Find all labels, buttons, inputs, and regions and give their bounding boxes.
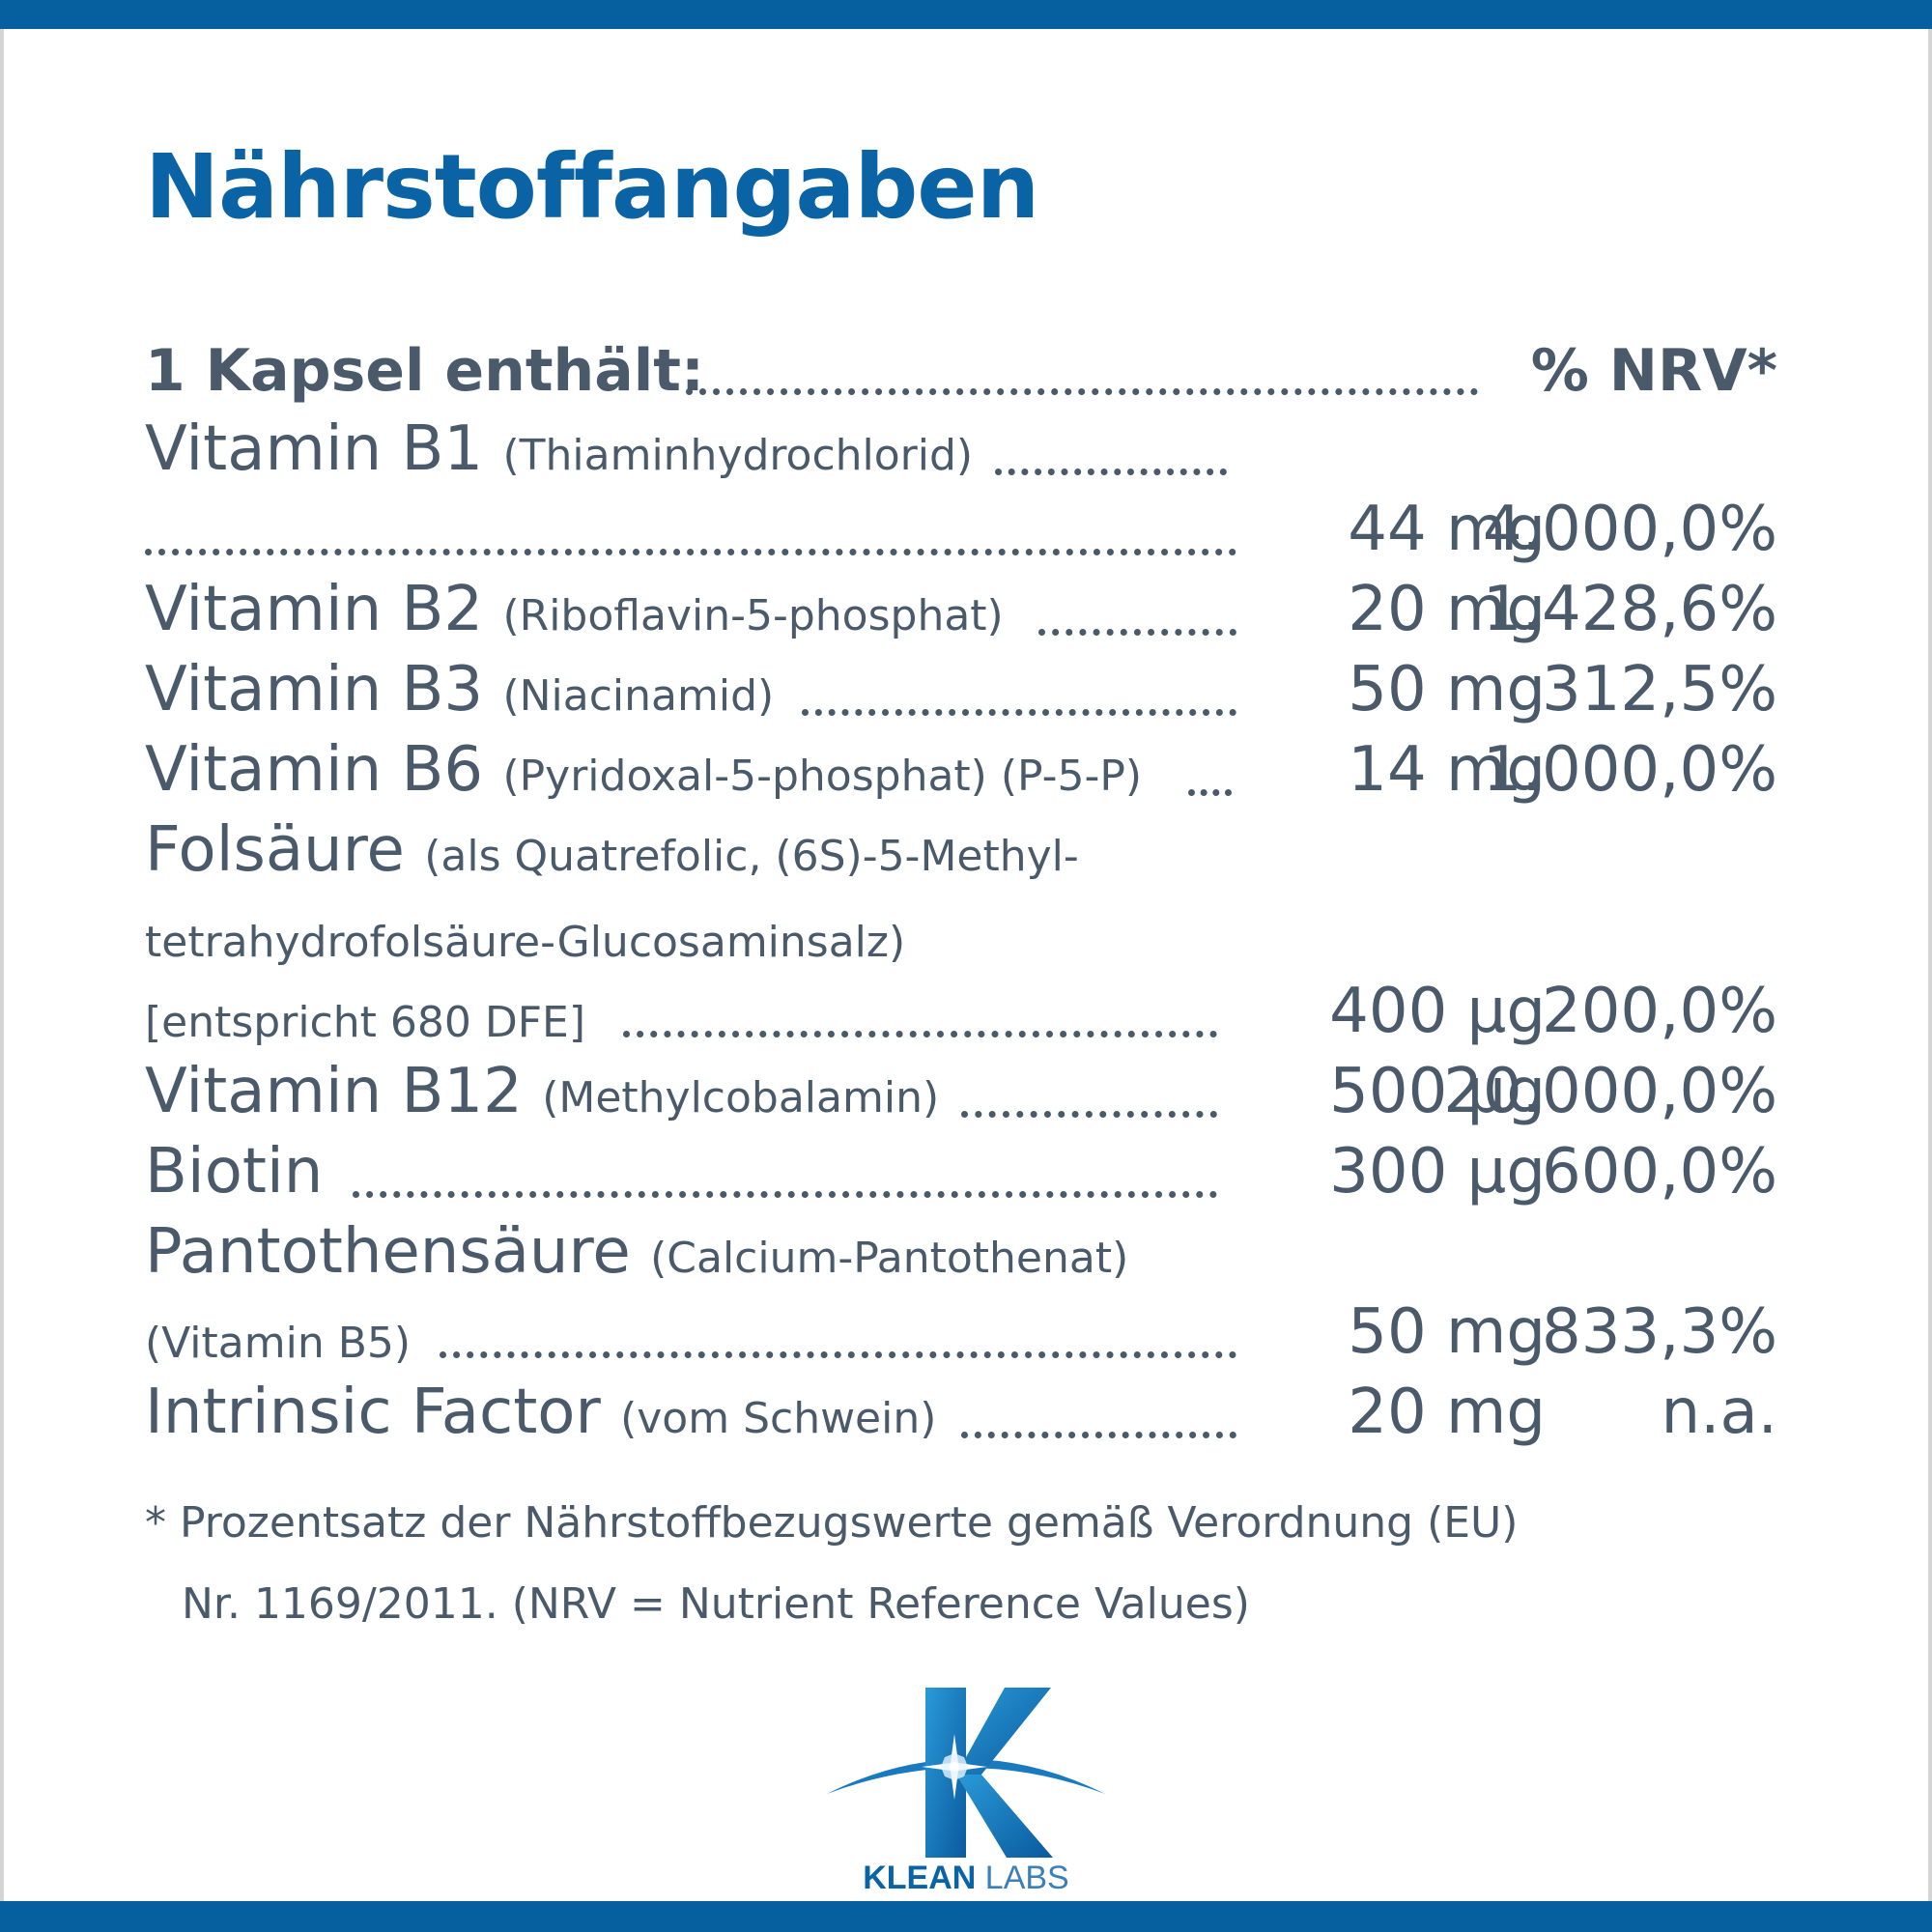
nutrient-nrv: 200,0% — [1541, 976, 1777, 1047]
nutrient-name-text: Vitamin B1 — [145, 413, 484, 485]
header-left-label: 1 Kapsel enthält: — [145, 337, 704, 405]
table-row: Vitamin B1 (Thiaminhydrochlorid) — [145, 413, 1777, 498]
nutrient-amount: 20 mg — [1348, 1377, 1546, 1448]
nutrient-amount: 500 µg — [1329, 1056, 1546, 1127]
klean-labs-k-star-logo — [827, 1688, 1105, 1858]
nutrient-name-text: Folsäure — [145, 814, 405, 886]
nutrient-note: (Pyridoxal-5-phosphat) (P-5-P) — [502, 752, 1143, 801]
nutrient-name-text: Pantothensäure — [145, 1216, 631, 1288]
nutrient-amount: 400 µg — [1329, 976, 1546, 1047]
nutrient-name: Vitamin B2 (Riboflavin-5-phosphat) — [145, 574, 1004, 645]
table-row: Intrinsic Factor (vom Schwein) 20 mg n.a… — [145, 1377, 1777, 1462]
table-row: Vitamin B6 (Pyridoxal-5-phosphat) (P-5-P… — [145, 734, 1777, 819]
nutrient-name: Folsäure (als Quatrefolic, (6S)-5-Methyl… — [145, 814, 1079, 886]
nutrient-nrv: 1.428,6% — [1482, 574, 1777, 645]
nutrient-note: (Vitamin B5) — [145, 1319, 412, 1368]
top-brand-bar — [0, 0, 1932, 29]
dot-leader — [145, 549, 1236, 555]
dot-leader — [1038, 629, 1236, 636]
footnote: * Prozentsatz der Nährstoffbezugswerte g… — [145, 1483, 1518, 1645]
nutrient-note: [entspricht 680 DFE] — [145, 998, 585, 1047]
bottom-brand-bar — [0, 1901, 1932, 1932]
nutrient-name-text: Vitamin B2 — [145, 574, 484, 645]
table-row: Vitamin B3 (Niacinamid) 50 mg 312,5% — [145, 654, 1777, 739]
page-title: Nährstoffangaben — [145, 135, 1039, 239]
brand-word-labs: LABS — [984, 1860, 1069, 1896]
nutrient-name-text: Vitamin B3 — [145, 654, 484, 725]
nutrient-name-text: Vitamin B6 — [145, 734, 484, 806]
footnote-line-2: Nr. 1169/2011. (NRV = Nutrient Reference… — [182, 1579, 1250, 1629]
nutrient-note: (Riboflavin-5-phosphat) — [502, 591, 1004, 640]
nutrient-table: 1 Kapsel enthält: % NRV* Vitamin B1 (Thi… — [145, 337, 1777, 1462]
nutrient-nrv: 600,0% — [1541, 1136, 1777, 1208]
brand-wordmark: KLEAN LABS — [850, 1860, 1082, 1897]
footnote-line-1: * Prozentsatz der Nährstoffbezugswerte g… — [145, 1498, 1519, 1548]
dot-leader — [440, 1351, 1236, 1358]
dot-leader — [995, 469, 1227, 475]
brand-word-klean: KLEAN — [863, 1860, 977, 1896]
nutrient-amount: 300 µg — [1329, 1136, 1546, 1208]
table-row: Biotin 300 µg 600,0% — [145, 1136, 1777, 1221]
nutrient-note: (Thiaminhydrochlorid) — [502, 431, 974, 480]
table-row: [entspricht 680 DFE] 400 µg 200,0% — [145, 976, 1777, 1061]
nutrient-amount: 20 mg — [1348, 574, 1546, 645]
nutrient-name-text: Vitamin B12 — [145, 1056, 523, 1127]
nutrient-note: (als Quatrefolic, (6S)-5-Methyl- — [424, 832, 1079, 881]
table-header-row: 1 Kapsel enthält: % NRV* — [145, 337, 1777, 418]
nutrient-nrv: 833,3% — [1541, 1296, 1777, 1368]
nutrient-amount: 14 mg — [1348, 734, 1546, 806]
table-row: 44 mg 4.000,0% — [145, 494, 1777, 579]
table-row: Vitamin B2 (Riboflavin-5-phosphat) 20 mg… — [145, 574, 1777, 659]
table-row: Folsäure (als Quatrefolic, (6S)-5-Methyl… — [145, 814, 1777, 899]
dot-leader — [961, 1111, 1217, 1118]
nutrient-amount: 50 mg — [1348, 1296, 1546, 1368]
dot-leader — [353, 1191, 1217, 1198]
nutrient-nrv: 20.000,0% — [1443, 1056, 1777, 1127]
nutrient-nrv: 4.000,0% — [1482, 494, 1777, 565]
nutrient-name: Vitamin B3 (Niacinamid) — [145, 654, 774, 725]
dot-leader — [623, 1031, 1217, 1037]
dot-leader — [802, 709, 1236, 716]
nutrient-nrv: 1.000,0% — [1482, 734, 1777, 806]
nutrient-nrv: 312,5% — [1541, 654, 1777, 725]
nutrient-note: (Calcium-Pantothenat) — [650, 1234, 1129, 1283]
nutrient-name: Biotin — [145, 1136, 324, 1208]
nutrient-name: Intrinsic Factor (vom Schwein) — [145, 1377, 936, 1448]
table-row: (Vitamin B5) 50 mg 833,3% — [145, 1296, 1777, 1381]
frame-right-edge — [1928, 29, 1932, 1901]
nutrient-note: (vom Schwein) — [620, 1394, 937, 1443]
table-row: tetrahydrofolsäure-Glucosaminsalz) — [145, 899, 1777, 980]
nutrient-name: Vitamin B12 (Methylcobalamin) — [145, 1056, 939, 1127]
nutrient-nrv: n.a. — [1661, 1377, 1777, 1448]
dot-leader — [686, 388, 1478, 395]
dot-leader — [1188, 789, 1232, 796]
nutrient-name: Vitamin B6 (Pyridoxal-5-phosphat) (P-5-P… — [145, 734, 1142, 806]
nutrient-note: tetrahydrofolsäure-Glucosaminsalz) — [145, 918, 906, 967]
table-row: Pantothensäure (Calcium-Pantothenat) — [145, 1216, 1777, 1301]
nutrient-name-text: Intrinsic Factor — [145, 1377, 601, 1448]
dot-leader — [961, 1432, 1236, 1438]
nutrient-amount: 50 mg — [1348, 654, 1546, 725]
table-row: Vitamin B12 (Methylcobalamin) 500 µg 20.… — [145, 1056, 1777, 1141]
nutrient-note: (Methylcobalamin) — [542, 1073, 940, 1122]
nutrient-note: (Niacinamid) — [502, 671, 775, 721]
header-nrv-label: % NRV* — [1530, 337, 1777, 405]
nutrient-amount: 44 mg — [1348, 494, 1546, 565]
frame-left-edge — [0, 29, 4, 1901]
nutrient-name: Vitamin B1 (Thiaminhydrochlorid) — [145, 413, 973, 485]
nutrient-name: Pantothensäure (Calcium-Pantothenat) — [145, 1216, 1128, 1288]
